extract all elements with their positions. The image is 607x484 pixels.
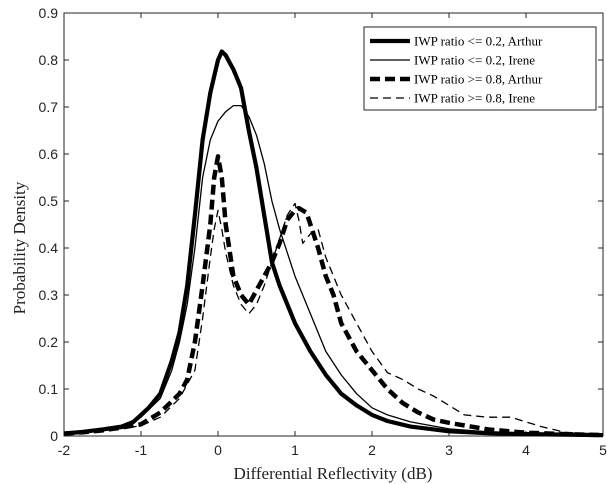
x-tick-label: 1 bbox=[291, 442, 299, 458]
y-tick-label: 0.4 bbox=[39, 240, 59, 256]
plot-area bbox=[63, 12, 604, 437]
y-tick-label: 0.9 bbox=[39, 5, 59, 21]
series-line-1 bbox=[63, 49, 604, 438]
legend-label: IWP ratio >= 0.8, Irene bbox=[414, 91, 535, 106]
x-tick-label: 3 bbox=[445, 442, 453, 458]
plot-frame bbox=[63, 12, 604, 437]
legend: IWP ratio <= 0.2, Arthur IWP ratio <= 0.2… bbox=[363, 26, 597, 111]
series-line-3 bbox=[63, 154, 604, 438]
x-tick-label: -2 bbox=[58, 442, 71, 458]
x-tick-label: 4 bbox=[522, 442, 530, 458]
x-axis: -2 -1 0 1 2 3 4 5 bbox=[58, 13, 607, 458]
series-line-2 bbox=[63, 104, 604, 436]
y-tick-label: 0.2 bbox=[39, 334, 59, 350]
series-layer bbox=[63, 49, 604, 438]
y-tick-label: 0 bbox=[50, 428, 58, 444]
x-axis-label: Differential Reflectivity (dB) bbox=[234, 464, 433, 483]
y-tick-label: 0.6 bbox=[39, 146, 59, 162]
x-tick-label: 5 bbox=[599, 442, 607, 458]
series-line-4 bbox=[63, 202, 604, 436]
legend-label: IWP ratio <= 0.2, Irene bbox=[414, 53, 535, 68]
x-tick-label: 0 bbox=[214, 442, 222, 458]
y-tick-label: 0.8 bbox=[39, 52, 59, 68]
x-tick-label: -1 bbox=[135, 442, 148, 458]
y-axis-label: Probability Density bbox=[10, 181, 29, 314]
legend-label: IWP ratio >= 0.8, Arthur bbox=[414, 72, 543, 87]
x-tick-label: 2 bbox=[368, 442, 376, 458]
y-tick-label: 0.7 bbox=[39, 99, 59, 115]
legend-label: IWP ratio <= 0.2, Arthur bbox=[414, 34, 543, 49]
y-axis: 0 0.1 0.2 0.3 0.4 0.5 0.6 0.7 0.8 0.9 bbox=[39, 5, 603, 444]
y-tick-label: 0.3 bbox=[39, 287, 59, 303]
y-tick-label: 0.1 bbox=[39, 381, 59, 397]
y-tick-label: 0.5 bbox=[39, 193, 59, 209]
